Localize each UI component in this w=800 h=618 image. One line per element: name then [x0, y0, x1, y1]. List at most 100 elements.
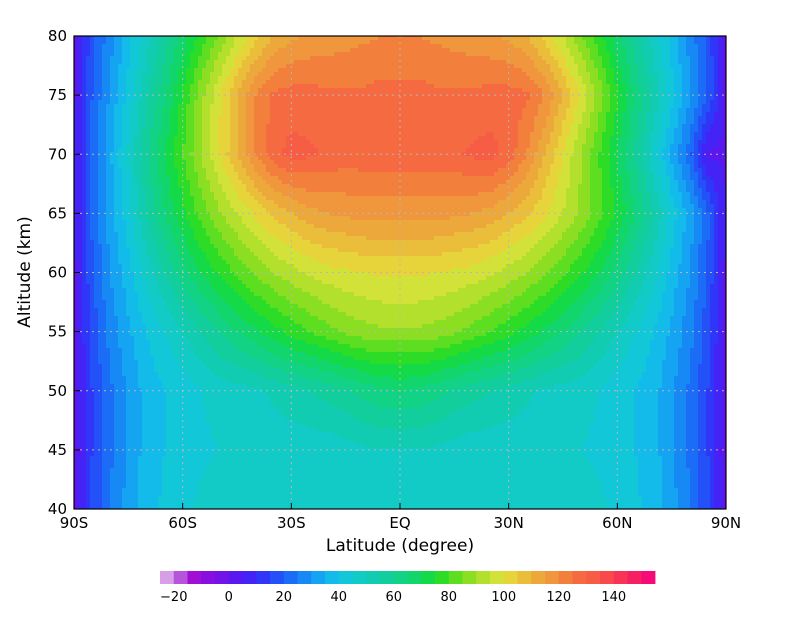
contour-cell [338, 92, 343, 97]
contour-cell [666, 120, 671, 125]
contour-cell [502, 148, 507, 153]
contour-cell [314, 100, 319, 105]
contour-cell [178, 88, 183, 93]
contour-cell [378, 64, 383, 69]
contour-cell [186, 100, 191, 105]
contour-cell [606, 140, 611, 145]
contour-cell [590, 56, 595, 61]
contour-cell [310, 36, 315, 41]
contour-cell [542, 100, 547, 105]
contour-cell [186, 148, 191, 153]
contour-cell [378, 68, 383, 73]
contour-cell [402, 44, 407, 49]
contour-cell [318, 108, 323, 113]
contour-cell [102, 68, 107, 73]
contour-cell [598, 120, 603, 125]
contour-cell [490, 44, 495, 49]
contour-cell [386, 112, 391, 117]
contour-cell [502, 44, 507, 49]
contour-cell [290, 56, 295, 61]
contour-cell [622, 136, 627, 141]
contour-cell [570, 132, 575, 137]
contour-cell [254, 68, 259, 73]
contour-cell [614, 124, 619, 129]
contour-cell [98, 128, 103, 133]
contour-cell [190, 88, 195, 93]
contour-cell [126, 84, 131, 89]
contour-cell [494, 48, 499, 53]
contour-cell [446, 36, 451, 41]
contour-cell [610, 80, 615, 85]
contour-cell [630, 132, 635, 137]
contour-cell [262, 84, 267, 89]
contour-cell [86, 52, 91, 57]
contour-cell [402, 148, 407, 153]
contour-cell [310, 52, 315, 57]
contour-cell [438, 136, 443, 141]
contour-cell [194, 156, 199, 161]
contour-cell [246, 76, 251, 81]
contour-cell [714, 104, 719, 109]
contour-cell [210, 144, 215, 149]
contour-cell [558, 132, 563, 137]
contour-cell [238, 52, 243, 57]
contour-cell [254, 128, 259, 133]
contour-cell [86, 148, 91, 153]
contour-cell [494, 92, 499, 97]
contour-cell [490, 128, 495, 133]
contour-cell [534, 56, 539, 61]
contour-cell [150, 104, 155, 109]
contour-cell [166, 148, 171, 153]
contour-cell [418, 104, 423, 109]
contour-cell [90, 140, 95, 145]
contour-cell [606, 84, 611, 89]
contour-cell [538, 84, 543, 89]
contour-cell [154, 52, 159, 57]
contour-cell [470, 56, 475, 61]
contour-cell [282, 56, 287, 61]
contour-cell [278, 68, 283, 73]
contour-cell [334, 76, 339, 81]
contour-cell [586, 60, 591, 65]
contour-cell [650, 60, 655, 65]
contour-cell [702, 132, 707, 137]
contour-cell [346, 72, 351, 77]
contour-cell [290, 72, 295, 77]
contour-cell [106, 56, 111, 61]
contour-cell [218, 124, 223, 129]
contour-cell [218, 40, 223, 45]
contour-cell [306, 36, 311, 41]
contour-cell [342, 44, 347, 49]
contour-cell [390, 96, 395, 101]
contour-cell [462, 92, 467, 97]
contour-cell [218, 48, 223, 53]
contour-cell [566, 140, 571, 145]
contour-cell [106, 132, 111, 137]
contour-cell [646, 140, 651, 145]
contour-cell [662, 40, 667, 45]
contour-cell [678, 76, 683, 81]
contour-cell [678, 116, 683, 121]
contour-cell [390, 132, 395, 137]
contour-cell [690, 96, 695, 101]
contour-cell [238, 136, 243, 141]
contour-cell [186, 68, 191, 73]
contour-cell [206, 48, 211, 53]
contour-cell [542, 56, 547, 61]
contour-cell [302, 52, 307, 57]
contour-cell [526, 88, 531, 93]
contour-cell [330, 156, 335, 161]
contour-cell [418, 144, 423, 149]
contour-cell [226, 84, 231, 89]
contour-cell [130, 92, 135, 97]
contour-cell [406, 48, 411, 53]
contour-cell [174, 56, 179, 61]
contour-cell [538, 56, 543, 61]
contour-cell [386, 88, 391, 93]
contour-cell [678, 68, 683, 73]
contour-cell [122, 44, 127, 49]
contour-cell [122, 80, 127, 85]
contour-cell [450, 116, 455, 121]
contour-cell [238, 128, 243, 133]
contour-cell [622, 108, 627, 113]
